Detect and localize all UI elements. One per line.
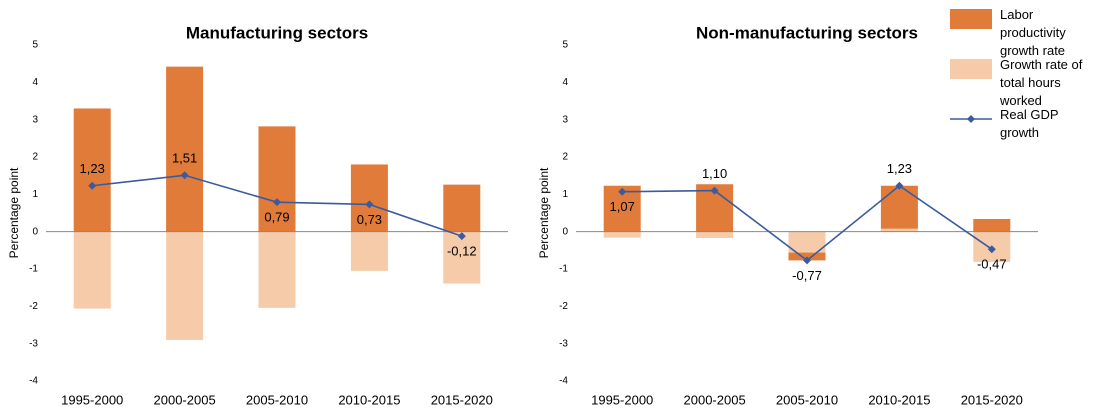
y-tick-label: -2 [29, 301, 38, 312]
y-tick-label: -4 [559, 376, 568, 387]
bar [443, 231, 481, 284]
y-tick-label: -3 [29, 338, 38, 349]
x-tick-label: 2005-2010 [246, 392, 308, 407]
marker [88, 181, 97, 190]
y-tick-label: 2 [562, 152, 568, 163]
bar [73, 231, 111, 309]
x-tick-label: 2010-2015 [868, 392, 930, 407]
bar [350, 231, 388, 271]
marker [803, 256, 811, 265]
y-tick-label: -3 [559, 338, 568, 349]
y-tick-label: -2 [559, 301, 568, 312]
bar [880, 228, 918, 232]
data-label: 1,23 [887, 161, 912, 176]
marker [365, 200, 374, 209]
x-tick-label: 2000-2005 [684, 392, 746, 407]
y-axis-label: Percentage point [7, 167, 21, 258]
bar [443, 184, 481, 232]
marker [987, 245, 996, 254]
legend-swatch [950, 115, 992, 123]
y-tick-label: 0 [32, 226, 38, 237]
x-tick-label: 2000-2005 [154, 392, 216, 407]
marker [895, 181, 904, 190]
bar [880, 185, 918, 229]
y-axis-label: Percentage point [537, 167, 551, 258]
legend-rect [950, 9, 992, 29]
y-tick-label: -1 [559, 264, 568, 275]
marker [457, 232, 466, 241]
legend-label: Labor productivity growth rate [1000, 7, 1066, 58]
legend-swatch [950, 59, 992, 79]
y-tick-label: 3 [32, 114, 38, 125]
y-tick-label: 1 [562, 189, 568, 200]
data-label: -0,77 [792, 268, 822, 283]
bar [258, 231, 296, 308]
data-label: -0,47 [977, 257, 1007, 272]
data-label: 1,07 [610, 199, 635, 214]
data-label: -0,12 [447, 244, 477, 259]
chart-title: Non-manufacturing sectors [696, 23, 918, 42]
y-tick-label: 4 [562, 77, 568, 88]
y-tick-label: 5 [562, 40, 568, 51]
data-label: 0,73 [357, 212, 382, 227]
data-label: 1,51 [172, 151, 197, 166]
y-tick-label: 2 [32, 152, 38, 163]
x-tick-label: 2015-2020 [431, 392, 493, 407]
data-label: 1,10 [702, 166, 727, 181]
legend-item: Labor productivity growth rate [950, 6, 1099, 58]
marker [710, 186, 719, 195]
bar [603, 231, 641, 238]
legend-item: Growth rate of total hours worked [950, 56, 1099, 108]
y-tick-label: 1 [32, 189, 38, 200]
legend-label: Growth rate of total hours worked [1000, 57, 1083, 108]
x-tick-label: 1995-2000 [61, 392, 123, 407]
marker [618, 187, 627, 196]
chart-title: Manufacturing sectors [186, 23, 368, 42]
bar [166, 66, 204, 232]
marker [180, 171, 189, 180]
bar [696, 231, 734, 239]
data-label: 1,23 [80, 161, 105, 176]
legend-label: Real GDP growth [1000, 107, 1059, 140]
x-tick-label: 2015-2020 [961, 392, 1023, 407]
x-tick-label: 1995-2000 [591, 392, 653, 407]
legend-rect [950, 59, 992, 79]
x-tick-label: 2010-2015 [338, 392, 400, 407]
legend-swatch [950, 9, 992, 29]
legend-item: Real GDP growth [950, 106, 1099, 156]
legend-marker [967, 115, 975, 123]
legend: Labor productivity growth rate Growth rat… [950, 6, 1099, 156]
bar [788, 231, 826, 253]
y-tick-label: 3 [562, 114, 568, 125]
y-tick-label: 4 [32, 77, 38, 88]
marker [273, 198, 281, 207]
y-tick-label: -4 [29, 376, 38, 387]
y-tick-label: -1 [29, 264, 38, 275]
bar [73, 108, 111, 232]
y-tick-label: 0 [562, 226, 568, 237]
bar [350, 164, 388, 232]
x-tick-label: 2005-2010 [776, 392, 838, 407]
data-label: 0,79 [264, 210, 289, 225]
bar [973, 218, 1011, 232]
y-tick-label: 5 [32, 40, 38, 51]
bar [166, 231, 204, 340]
bar [258, 126, 296, 232]
